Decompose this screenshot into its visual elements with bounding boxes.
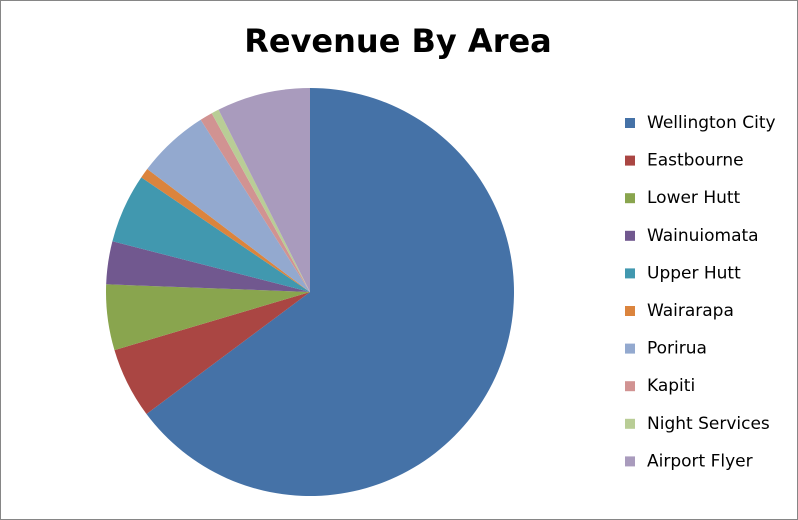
legend-swatch bbox=[625, 193, 635, 204]
legend-label: Lower Hutt bbox=[647, 188, 741, 208]
legend-swatch bbox=[625, 155, 635, 166]
legend-swatch bbox=[625, 118, 635, 128]
pie-slice bbox=[112, 177, 311, 292]
chart-title: Revenue By Area bbox=[244, 22, 552, 60]
pie-slice bbox=[218, 88, 310, 292]
pie-slice bbox=[200, 113, 310, 293]
legend-label: Wairarapa bbox=[647, 301, 734, 321]
legend-label: Wainuiomata bbox=[647, 226, 759, 246]
legend-swatch bbox=[625, 230, 635, 241]
legend-swatch bbox=[625, 343, 635, 354]
legend-swatch bbox=[625, 456, 635, 467]
pie-slice bbox=[106, 284, 311, 351]
legend-label: Wellington City bbox=[647, 113, 776, 133]
legend-label: Kapiti bbox=[647, 376, 695, 396]
legend-label: Upper Hutt bbox=[647, 263, 741, 283]
legend-swatch bbox=[625, 268, 635, 279]
legend-label: Porirua bbox=[647, 339, 707, 359]
legend-label: Night Services bbox=[647, 414, 770, 434]
legend-swatch bbox=[625, 306, 635, 316]
legend-swatch bbox=[625, 381, 635, 392]
pie-slice bbox=[146, 88, 514, 496]
pie-slice bbox=[106, 241, 310, 292]
legend-label: Eastbourne bbox=[647, 151, 744, 171]
pie-slice bbox=[211, 109, 310, 293]
pie-slice bbox=[141, 169, 310, 292]
legend-swatch bbox=[625, 418, 635, 429]
pie-slice bbox=[147, 119, 310, 292]
pie-slice bbox=[114, 292, 311, 414]
legend-label: Airport Flyer bbox=[647, 451, 753, 471]
